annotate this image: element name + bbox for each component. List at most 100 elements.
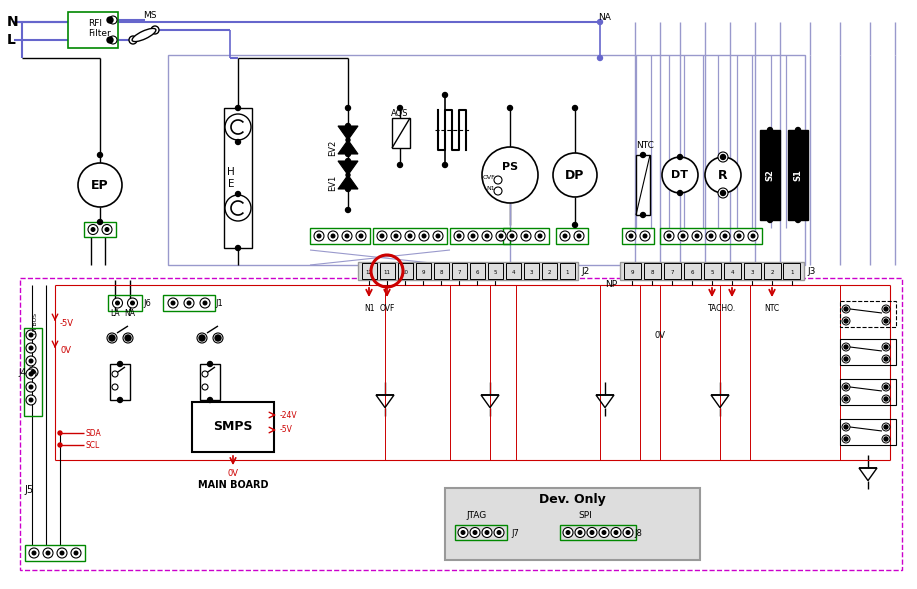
Circle shape [473, 531, 477, 534]
Circle shape [563, 528, 573, 538]
Circle shape [131, 301, 134, 305]
Text: NP: NP [605, 280, 617, 289]
Bar [664, 263, 680, 279]
Circle shape [494, 176, 502, 184]
Circle shape [422, 234, 425, 238]
Circle shape [842, 317, 850, 325]
Bar [168, 55, 805, 265]
Text: MAIN BOARD: MAIN BOARD [198, 480, 269, 490]
Circle shape [328, 231, 338, 241]
Circle shape [26, 356, 36, 366]
Circle shape [458, 234, 461, 238]
Circle shape [443, 163, 447, 167]
Circle shape [109, 36, 117, 44]
Circle shape [560, 231, 570, 241]
Bar [764, 263, 780, 279]
Circle shape [572, 105, 578, 111]
Bar [361, 263, 377, 279]
Bar [624, 263, 640, 279]
Circle shape [346, 105, 350, 111]
Circle shape [61, 551, 64, 555]
Circle shape [844, 425, 848, 429]
Circle shape [471, 234, 475, 238]
Circle shape [123, 333, 133, 343]
Text: -24V: -24V [280, 411, 298, 419]
Bar [163, 295, 215, 311]
Bar [415, 263, 430, 279]
Circle shape [575, 528, 585, 538]
Circle shape [225, 195, 251, 221]
Circle shape [751, 234, 755, 238]
Circle shape [720, 231, 730, 241]
Text: J6: J6 [143, 299, 151, 307]
Text: 7: 7 [458, 270, 460, 274]
Circle shape [482, 147, 538, 203]
Text: 3: 3 [750, 270, 754, 274]
Text: JTAG: JTAG [467, 511, 487, 519]
Circle shape [470, 528, 480, 538]
Bar [392, 118, 410, 148]
Circle shape [482, 528, 492, 538]
Circle shape [184, 298, 194, 308]
Text: SDA: SDA [85, 429, 101, 438]
Circle shape [882, 395, 890, 403]
Circle shape [346, 173, 350, 177]
Circle shape [640, 153, 646, 157]
Circle shape [29, 385, 33, 389]
Bar [84, 222, 116, 237]
Circle shape [46, 551, 50, 555]
Circle shape [377, 231, 387, 241]
Text: 8: 8 [650, 270, 654, 274]
Bar [358, 262, 578, 280]
Bar [192, 402, 274, 452]
Circle shape [458, 528, 468, 538]
Circle shape [346, 158, 350, 164]
Circle shape [768, 127, 772, 133]
Circle shape [882, 435, 890, 443]
Circle shape [57, 548, 67, 558]
Bar [840, 301, 896, 327]
Circle shape [397, 163, 403, 167]
Bar [505, 263, 521, 279]
Circle shape [796, 217, 801, 223]
Bar [703, 263, 721, 279]
Bar [542, 263, 557, 279]
Text: 11: 11 [383, 270, 391, 274]
Circle shape [125, 335, 131, 341]
Circle shape [213, 333, 223, 343]
Bar [434, 263, 448, 279]
Text: UI BUS: UI BUS [32, 313, 38, 333]
Text: 2: 2 [547, 270, 551, 274]
Circle shape [678, 154, 682, 160]
Circle shape [882, 355, 890, 363]
Circle shape [705, 157, 741, 193]
Circle shape [236, 140, 240, 144]
Text: DT: DT [671, 170, 689, 180]
Bar [788, 130, 808, 220]
Circle shape [485, 531, 489, 534]
Circle shape [499, 234, 503, 238]
Circle shape [168, 298, 178, 308]
Circle shape [574, 231, 584, 241]
Bar [25, 545, 85, 561]
Circle shape [882, 317, 890, 325]
Text: N1: N1 [364, 303, 374, 313]
Circle shape [614, 531, 618, 534]
Text: J5: J5 [24, 485, 33, 495]
Text: J2: J2 [581, 266, 590, 276]
Text: 10: 10 [402, 270, 408, 274]
Text: J1: J1 [215, 299, 223, 307]
Circle shape [197, 333, 207, 343]
Ellipse shape [132, 28, 156, 42]
Text: N1: N1 [486, 186, 495, 190]
Bar [840, 419, 896, 445]
Circle shape [882, 305, 890, 313]
Circle shape [31, 370, 35, 374]
Bar [783, 263, 801, 279]
Circle shape [199, 335, 205, 341]
Bar [68, 12, 118, 48]
Text: -5V: -5V [280, 425, 293, 435]
Circle shape [538, 234, 542, 238]
Circle shape [884, 397, 888, 401]
Circle shape [236, 191, 240, 197]
